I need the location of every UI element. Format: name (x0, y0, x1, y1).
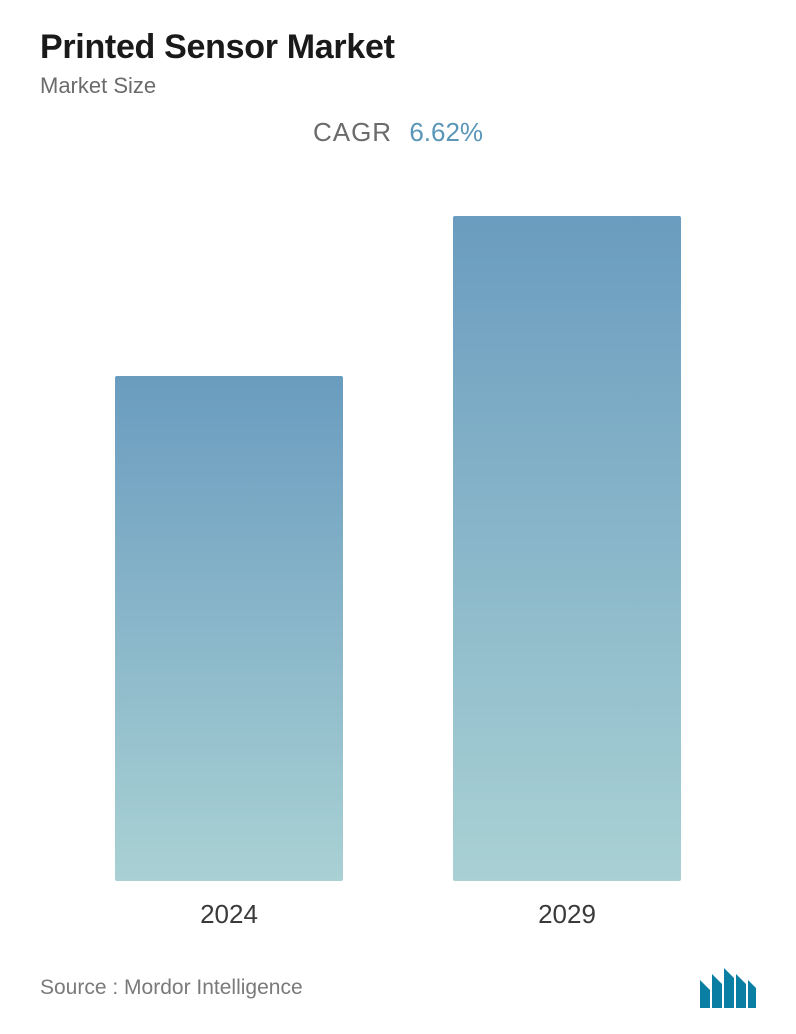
bar-group: 2029 (453, 216, 681, 930)
cagr-label: CAGR (313, 117, 392, 147)
mordor-logo-icon (700, 968, 756, 1008)
chart-container: Printed Sensor Market Market Size CAGR 6… (0, 0, 796, 1034)
cagr-value: 6.62% (409, 117, 483, 147)
footer: Source : Mordor Intelligence (40, 938, 756, 1014)
bar (453, 216, 681, 881)
bar-label: 2029 (538, 899, 596, 930)
bar-label: 2024 (200, 899, 258, 930)
bar-group: 2024 (115, 376, 343, 930)
source-text: Source : Mordor Intelligence (40, 976, 303, 1000)
chart-title: Printed Sensor Market (40, 28, 756, 67)
bar-chart-area: 2024 2029 (40, 158, 756, 938)
cagr-row: CAGR 6.62% (40, 117, 756, 148)
bar (115, 376, 343, 881)
chart-subtitle: Market Size (40, 73, 756, 99)
